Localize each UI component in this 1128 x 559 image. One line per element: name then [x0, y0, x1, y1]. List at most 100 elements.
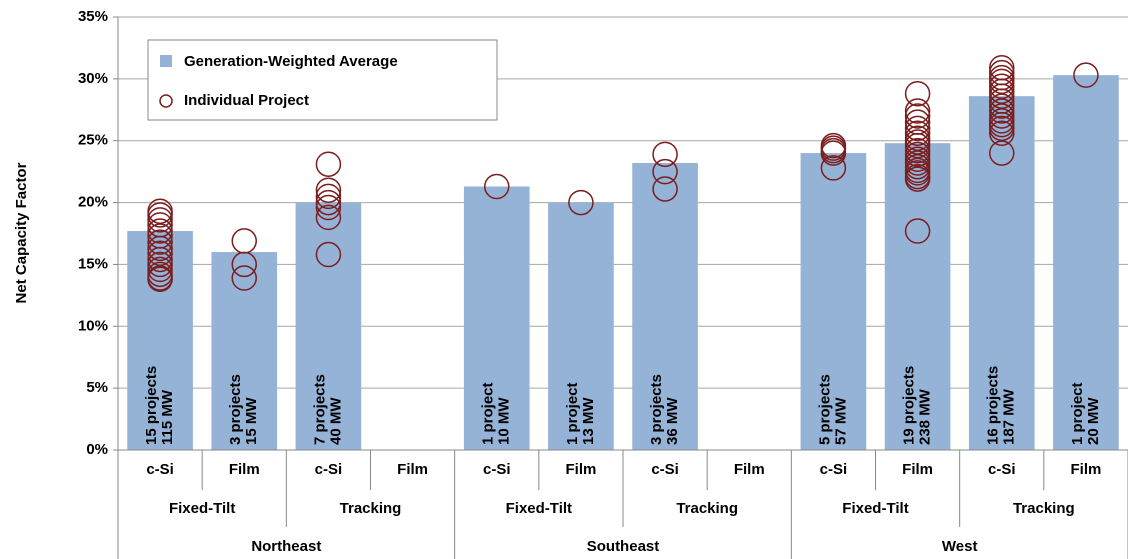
project-point	[147, 246, 173, 273]
project-point	[147, 256, 173, 283]
project-point	[231, 265, 257, 291]
x-tick-label: Film	[565, 461, 596, 478]
bar	[800, 153, 867, 451]
legend-swatch	[160, 55, 172, 67]
project-point	[989, 140, 1015, 166]
x-tick-label: Film	[1070, 461, 1101, 478]
bar	[211, 252, 278, 450]
x-group-label: Fixed-Tilt	[842, 500, 908, 517]
x-tick-label: c-Si	[651, 461, 679, 478]
y-tick-label: 35%	[78, 8, 108, 25]
legend-swatch	[159, 94, 173, 108]
bar-label: 115 MW	[159, 389, 176, 445]
x-group-label: Fixed-Tilt	[169, 500, 235, 517]
x-group-label: Tracking	[340, 500, 402, 517]
y-tick-label: 0%	[86, 441, 108, 458]
project-point	[315, 194, 342, 221]
legend-label: Generation-Weighted Average	[184, 53, 398, 70]
bar-label: 238 MW	[917, 388, 934, 445]
project-point	[989, 93, 1015, 119]
bar-label: 1 project	[564, 382, 581, 445]
project-point	[315, 151, 342, 177]
x-tick-label: c-Si	[146, 461, 174, 478]
project-point	[904, 115, 931, 142]
y-tick-label: 30%	[78, 70, 108, 87]
project-point	[652, 158, 678, 185]
bar	[968, 96, 1035, 451]
project-point	[820, 155, 847, 181]
x-tick-label: c-Si	[315, 461, 343, 478]
legend-box	[147, 39, 498, 121]
project-point	[904, 166, 931, 192]
project-point	[147, 235, 173, 262]
y-axis-title: Net Capacity Factor	[13, 162, 30, 303]
project-point	[904, 120, 931, 147]
project-point	[315, 241, 342, 268]
bar-label: 187 MW	[1001, 388, 1018, 445]
x-tick-label: Film	[397, 461, 428, 478]
bar	[295, 202, 362, 450]
y-tick-label: 20%	[78, 194, 108, 211]
y-tick-label: 10%	[78, 317, 108, 334]
y-tick-label: 15%	[78, 255, 108, 272]
y-tick-label: 25%	[78, 132, 108, 149]
bar-label: 10 MW	[496, 397, 513, 445]
x-tick-label: c-Si	[483, 461, 511, 478]
project-point	[147, 251, 173, 278]
project-point	[820, 140, 847, 166]
x-group-label: Southeast	[587, 538, 660, 555]
x-tick-label: Film	[734, 461, 765, 478]
project-point	[989, 103, 1015, 129]
bar-label: 13 MW	[580, 397, 597, 445]
bar-label: 3 projects	[227, 374, 244, 445]
bar-label: 1 project	[480, 382, 497, 445]
x-group-label: Tracking	[1013, 500, 1075, 517]
y-tick-label: 5%	[86, 379, 108, 396]
x-group-label: Northeast	[251, 538, 321, 555]
project-point	[652, 176, 678, 202]
project-point	[989, 98, 1015, 124]
x-tick-label: Film	[902, 461, 933, 478]
project-point	[904, 98, 931, 124]
project-point	[568, 189, 594, 216]
x-tick-label: c-Si	[820, 461, 848, 478]
project-point	[904, 218, 931, 244]
project-point	[904, 103, 931, 129]
bar-label: 7 projects	[311, 374, 328, 445]
project-point	[315, 177, 342, 203]
bar-label: 20 MW	[1085, 397, 1102, 445]
bar	[884, 143, 951, 450]
bar	[632, 162, 698, 451]
bar	[1053, 75, 1119, 450]
x-group-label: Tracking	[676, 500, 738, 517]
x-group-label: Fixed-Tilt	[506, 500, 572, 517]
project-point	[147, 207, 173, 233]
bar-label: 1 project	[1069, 382, 1086, 445]
project-point	[904, 80, 931, 107]
project-point	[147, 202, 173, 228]
bar-label: 3 projects	[648, 374, 665, 445]
x-group-label: West	[942, 538, 978, 555]
project-point	[315, 204, 342, 231]
bar-label: 16 projects	[985, 366, 1002, 445]
project-point	[147, 229, 173, 255]
bar-label: 19 projects	[901, 366, 918, 445]
project-point	[315, 189, 342, 216]
bar	[463, 186, 530, 450]
project-point	[989, 54, 1015, 81]
project-point	[315, 183, 342, 210]
bar	[548, 202, 614, 450]
legend-label: Individual Project	[184, 92, 309, 109]
project-point	[231, 228, 257, 254]
project-point	[147, 218, 173, 244]
project-point	[989, 120, 1015, 147]
project-point	[1073, 62, 1099, 88]
bar-label: 15 MW	[243, 397, 260, 445]
bar-label: 57 MW	[832, 397, 849, 445]
project-point	[484, 173, 510, 200]
bar-label: 15 projects	[143, 366, 160, 445]
x-tick-label: Film	[229, 461, 260, 478]
project-point	[231, 251, 257, 278]
project-point	[147, 266, 173, 293]
